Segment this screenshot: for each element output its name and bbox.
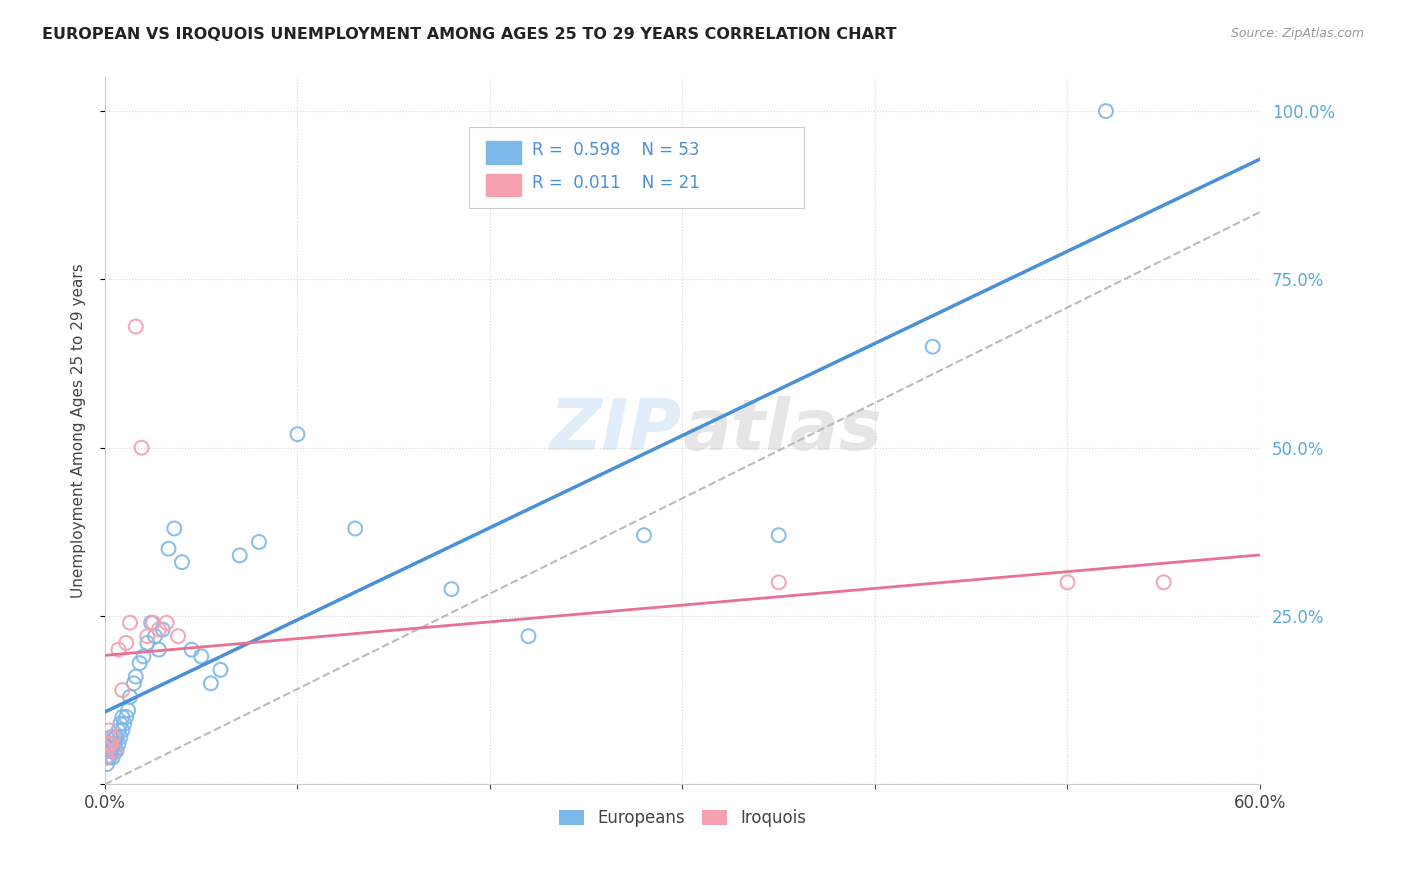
Text: Source: ZipAtlas.com: Source: ZipAtlas.com [1230,27,1364,40]
Point [97,737,120,751]
Point [440,582,463,596]
Point [112,716,135,731]
Point [107,642,129,657]
Point [97,744,120,758]
Point [105,730,128,744]
Point [125,319,148,334]
Point [1056,575,1078,590]
Point [157,541,180,556]
Point [118,615,141,630]
Point [517,629,540,643]
Point [155,615,177,630]
Point [100,730,122,744]
Point [110,730,132,744]
Point [768,575,790,590]
Point [98,750,121,764]
Point [101,737,124,751]
Point [633,528,655,542]
Point [100,744,122,758]
Point [768,528,790,542]
Point [142,615,165,630]
Text: ZIP: ZIP [550,396,682,466]
Point [104,737,127,751]
Point [190,649,212,664]
Point [128,656,150,670]
Point [111,710,134,724]
Point [105,744,128,758]
Point [148,623,170,637]
Point [118,690,141,704]
Point [117,703,139,717]
FancyBboxPatch shape [486,141,520,163]
FancyBboxPatch shape [486,174,520,196]
Point [143,629,166,643]
Point [344,521,367,535]
Point [100,744,122,758]
Point [96,744,118,758]
Point [100,737,122,751]
Point [94,750,117,764]
Point [921,340,943,354]
Point [125,670,148,684]
Point [170,555,193,569]
Point [107,737,129,751]
Point [229,549,252,563]
Point [115,710,138,724]
Point [148,642,170,657]
Text: EUROPEAN VS IROQUOIS UNEMPLOYMENT AMONG AGES 25 TO 29 YEARS CORRELATION CHART: EUROPEAN VS IROQUOIS UNEMPLOYMENT AMONG … [42,27,897,42]
Legend: Europeans, Iroquois: Europeans, Iroquois [553,803,813,834]
Point [141,615,163,630]
Point [287,427,309,442]
Point [180,642,202,657]
Point [152,623,174,637]
Point [111,683,134,698]
Point [136,629,159,643]
Point [122,676,145,690]
Point [163,521,186,535]
Point [96,757,118,772]
Point [97,750,120,764]
Point [107,723,129,738]
Point [200,676,222,690]
Point [101,730,124,744]
Text: R =  0.598    N = 53: R = 0.598 N = 53 [533,141,700,160]
Point [101,750,124,764]
Point [96,744,118,758]
Point [94,750,117,764]
Point [167,629,190,643]
Point [104,744,127,758]
Point [136,636,159,650]
Point [1095,104,1118,119]
Point [209,663,232,677]
Point [97,737,120,751]
Point [104,730,127,744]
Y-axis label: Unemployment Among Ages 25 to 29 years: Unemployment Among Ages 25 to 29 years [72,263,86,599]
Text: R =  0.011    N = 21: R = 0.011 N = 21 [533,174,700,192]
Point [132,649,155,664]
Point [104,744,127,758]
Point [247,535,270,549]
Point [110,716,132,731]
Point [131,441,153,455]
Point [111,723,134,738]
Point [115,636,138,650]
Point [1153,575,1175,590]
Text: atlas: atlas [682,396,882,466]
FancyBboxPatch shape [468,127,804,208]
Point [97,723,120,738]
